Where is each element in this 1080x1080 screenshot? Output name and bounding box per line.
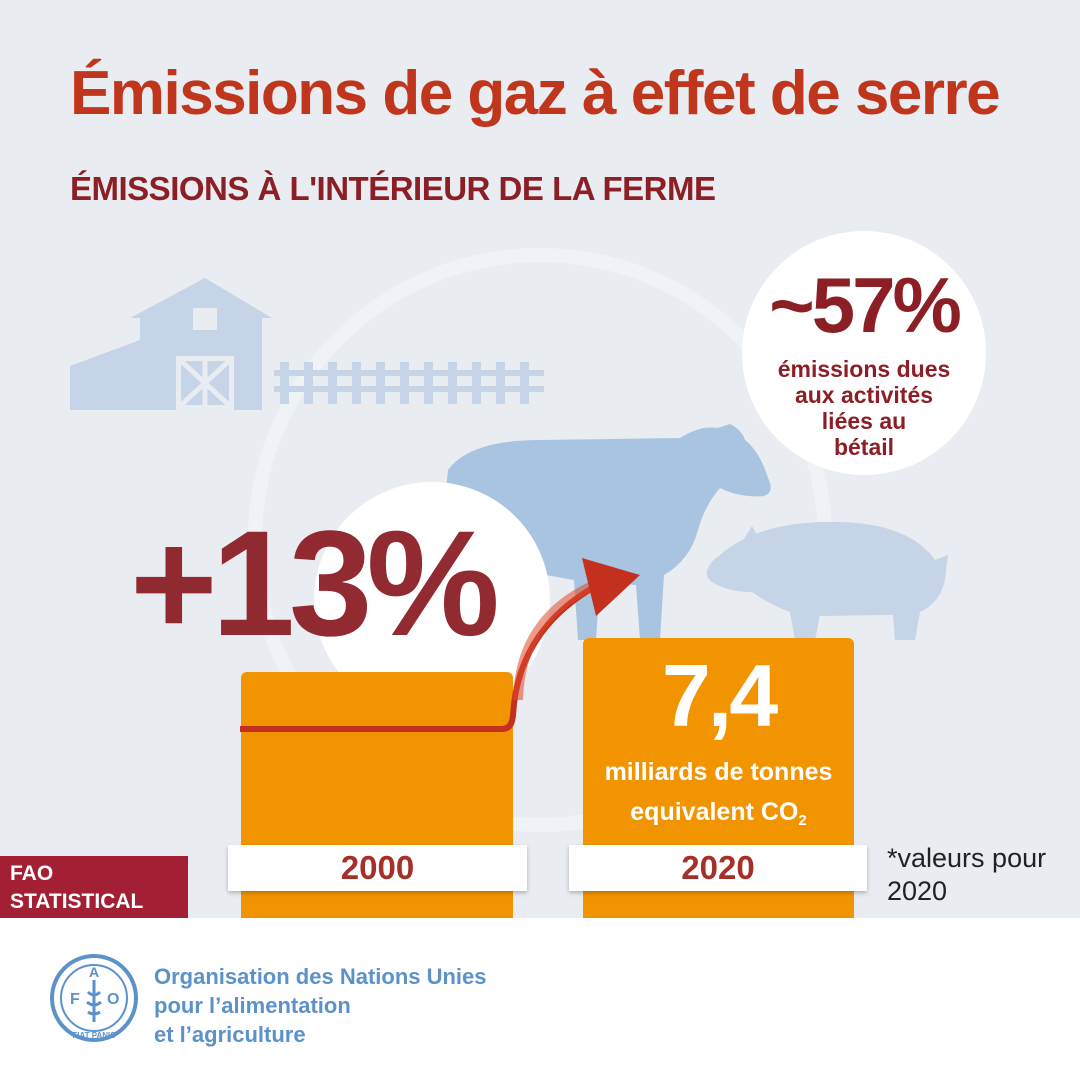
livestock-share-percent: ~57% xyxy=(769,261,962,349)
unit-text: equivalent CO xyxy=(630,798,799,826)
logo-letter-a: A xyxy=(89,964,99,980)
change-percent: +13% xyxy=(130,499,500,667)
unit-line: equivalent CO2 xyxy=(583,792,854,841)
footer xyxy=(0,918,1080,1080)
livestock-share-caption: émissions dues aux activités liées au bé… xyxy=(752,356,976,460)
logo-letter-f: F xyxy=(70,991,80,1008)
org-line: pour l’alimentation xyxy=(154,993,351,1018)
barn-icon xyxy=(70,278,272,410)
org-name: Organisation des Nations Unies pour l’al… xyxy=(154,962,487,1049)
caption-line: aux activités xyxy=(794,382,934,408)
logo-motto: FIAT PANIS xyxy=(72,1031,116,1040)
growth-arrow-icon xyxy=(240,558,640,732)
fao-logo-icon: F A O FIAT PANIS xyxy=(50,954,138,1042)
bar-value-2020: 7,4 xyxy=(661,646,778,745)
year-label-2020: 2020 xyxy=(569,845,867,891)
unit-subscript: 2 xyxy=(798,812,807,829)
badge-line: FAO STATISTICAL xyxy=(10,862,144,913)
footnote-line: *valeurs pour xyxy=(887,843,1047,873)
caption-line: émissions dues xyxy=(777,356,951,382)
page-title: Émissions de gaz à effet de serre xyxy=(70,59,1001,128)
caption-line: liées au xyxy=(821,408,907,434)
highlight-circle xyxy=(314,482,550,718)
bubble-circle xyxy=(742,231,986,475)
org-line: et l’agriculture xyxy=(154,1022,306,1047)
footnote: *valeurs pour 2020 xyxy=(887,842,1067,908)
page-subtitle: ÉMISSIONS À L'INTÉRIEUR DE LA FERME xyxy=(70,170,716,207)
unit-line: milliards de tonnes xyxy=(604,758,833,786)
fence-icon xyxy=(274,362,544,404)
cow-icon xyxy=(446,424,771,640)
footnote-line: 2020 xyxy=(887,876,948,906)
yearbook-badge: FAO STATISTICAL YEARBOOK 2022 xyxy=(0,856,188,941)
year-label-2000: 2000 xyxy=(228,845,527,891)
logo-letter-o: O xyxy=(107,991,119,1008)
badge-line: YEARBOOK 2022 xyxy=(10,918,184,941)
bar-unit: milliards de tonnes equivalent CO2 xyxy=(583,752,854,841)
org-line: Organisation des Nations Unies xyxy=(154,964,487,989)
pig-icon xyxy=(706,521,948,640)
caption-line: bétail xyxy=(833,434,895,460)
farm-illustration xyxy=(70,231,986,718)
